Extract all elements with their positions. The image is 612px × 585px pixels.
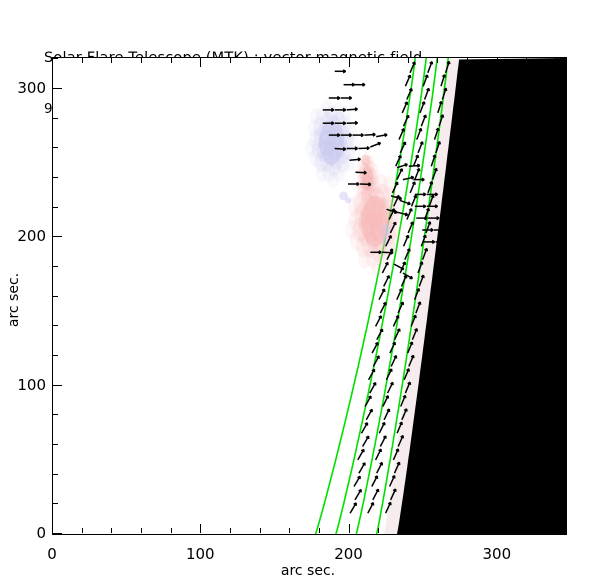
polarity-speck [345, 197, 352, 204]
y-minor-tick-right [560, 58, 565, 60]
x-minor-tick-top [140, 58, 142, 63]
y-minor-tick-right [560, 414, 565, 416]
y-minor-tick [53, 414, 58, 416]
negative-polarity-patch [305, 99, 360, 189]
limb-contour-2 [335, 58, 427, 534]
y-minor-tick [53, 473, 58, 475]
y-minor-tick-right [560, 444, 565, 446]
polarity-speck [361, 154, 371, 167]
y-minor-tick [53, 177, 58, 179]
x-minor-tick [170, 528, 172, 533]
x-minor-tick-top [437, 58, 439, 63]
y-minor-tick [53, 117, 58, 119]
x-minor-tick [407, 528, 409, 533]
x-major-tick [52, 524, 53, 533]
y-minor-tick-right [560, 117, 565, 119]
y-minor-tick [53, 503, 58, 505]
y-major-tick-right [556, 384, 565, 386]
y-minor-tick [53, 325, 58, 327]
x-major-tick-top [200, 58, 202, 67]
y-minor-tick [53, 355, 58, 357]
y-minor-tick-right [560, 355, 565, 357]
x-minor-tick-top [289, 58, 291, 63]
x-minor-tick-top [467, 58, 469, 63]
x-minor-tick [111, 528, 113, 533]
limb-contour-3 [355, 58, 438, 534]
y-minor-tick [53, 295, 58, 297]
y-axis-title: arc sec. [6, 272, 22, 328]
y-minor-tick [53, 444, 58, 446]
y-tick-label: 100 [17, 375, 46, 394]
x-minor-tick-top [407, 58, 409, 63]
off-disk-region [397, 58, 566, 534]
y-minor-tick-right [560, 266, 565, 268]
y-major-tick [53, 384, 62, 386]
x-minor-tick [526, 528, 528, 533]
y-tick-label: 0 [36, 524, 46, 542]
x-minor-tick [467, 528, 469, 533]
y-minor-tick-right [560, 147, 565, 149]
x-minor-tick [437, 528, 439, 533]
x-minor-tick-top [111, 58, 113, 63]
x-minor-tick-top [170, 58, 172, 63]
limb-contour-1 [314, 58, 416, 534]
x-minor-tick [81, 528, 83, 533]
x-minor-tick-top [378, 58, 380, 63]
y-major-tick [53, 88, 62, 90]
x-minor-tick [556, 528, 558, 533]
y-minor-tick-right [560, 177, 565, 179]
x-minor-tick [140, 528, 142, 533]
y-major-tick [53, 533, 62, 534]
x-minor-tick-top [81, 58, 83, 63]
x-minor-tick [378, 528, 380, 533]
x-major-tick [496, 524, 498, 533]
magnetogram-graphics [305, 58, 566, 534]
plot-canvas [53, 58, 566, 534]
x-minor-tick [318, 528, 320, 533]
x-minor-tick-top [556, 58, 558, 63]
y-tick-label: 200 [17, 227, 46, 246]
y-minor-tick-right [560, 503, 565, 505]
y-minor-tick [53, 266, 58, 268]
y-minor-tick-right [560, 473, 565, 475]
y-minor-tick [53, 58, 58, 60]
y-major-tick-right [556, 88, 565, 90]
x-tick-label: 200 [334, 545, 363, 563]
x-tick-label: 0 [47, 545, 57, 563]
y-major-tick-right [556, 236, 565, 238]
x-minor-tick-top [229, 58, 231, 63]
positive-polarity-patch-lower [345, 170, 403, 276]
y-minor-tick-right [560, 295, 565, 297]
x-tick-label: 300 [482, 545, 512, 563]
x-major-tick [200, 524, 202, 533]
polarity-speck [339, 191, 349, 201]
y-minor-tick-right [560, 325, 565, 327]
x-minor-tick [259, 528, 261, 533]
x-minor-tick-top [318, 58, 320, 63]
x-major-tick [348, 524, 350, 533]
y-tick-label: 300 [17, 79, 46, 98]
x-axis-title: arc sec. [280, 563, 336, 579]
x-minor-tick-top [259, 58, 261, 63]
limb-brightening-band [384, 59, 460, 534]
plot-area [52, 57, 567, 535]
y-minor-tick [53, 147, 58, 149]
x-major-tick-top [52, 58, 53, 67]
y-major-tick-right [556, 533, 565, 534]
transverse-field-vectors [322, 60, 451, 514]
x-minor-tick [289, 528, 291, 533]
x-minor-tick [229, 528, 231, 533]
polarity-speck [382, 224, 392, 237]
y-minor-tick [53, 206, 58, 208]
y-major-tick [53, 236, 62, 238]
x-major-tick-top [496, 58, 498, 67]
x-minor-tick-top [526, 58, 528, 63]
y-minor-tick-right [560, 206, 565, 208]
polarity-speck [382, 235, 389, 245]
x-tick-label: 100 [185, 545, 215, 563]
x-major-tick-top [348, 58, 350, 67]
